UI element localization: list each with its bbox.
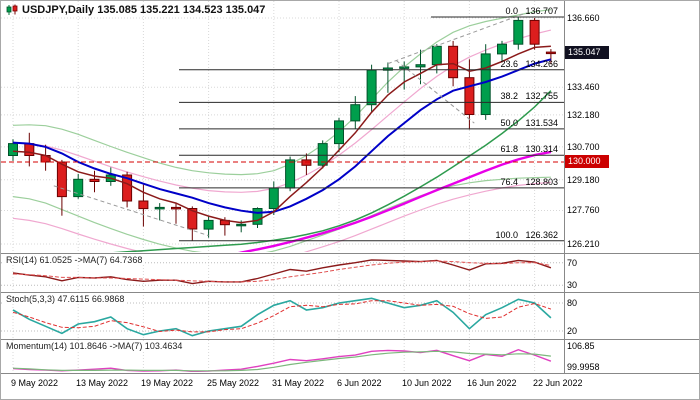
rsi-level-label: 70 [567, 258, 578, 268]
x-axis-label: 13 May 2022 [76, 378, 129, 388]
x-axis-label: 9 May 2022 [11, 378, 59, 388]
fib-level-label: 23.6 134.266 [500, 59, 558, 69]
price-axis-label: 129.180 [567, 175, 600, 185]
fib-level-label: 76.4 128.803 [500, 177, 558, 187]
ma-blue-line [12, 58, 552, 214]
x-axis-label: 31 May 2022 [272, 378, 325, 388]
momentum-scale-label: 106.85 [567, 341, 595, 351]
x-axis-label: 10 Jun 2022 [402, 378, 452, 388]
fib-level-label: 61.8 130.314 [500, 144, 558, 154]
ma-green-line [112, 90, 552, 252]
stoch-d-line [12, 300, 552, 333]
chart-title: USDJPY,Daily 135.085 135.221 134.523 135… [6, 4, 265, 16]
fib-level-label: 38.2 132.755 [500, 91, 558, 101]
x-axis-label: 19 May 2022 [141, 378, 194, 388]
band-pink-lower-line [12, 181, 551, 252]
band-pink-upper-line [12, 29, 552, 193]
stoch-level-label: 20 [567, 326, 578, 336]
price-axis-label: 133.460 [567, 82, 600, 92]
price-axis-label: 130.700 [567, 142, 600, 152]
candlestick-icon [6, 4, 18, 15]
ma-magenta-line [237, 150, 552, 252]
momentum-line [12, 348, 552, 372]
ma-darkred-line [12, 45, 551, 224]
trendline [53, 185, 209, 237]
rsi-indicator-label: RSI(14) 61.0525 ->MA(7) 64.7368 [4, 255, 145, 265]
current-price-box: 135.047 [565, 46, 609, 59]
trendline [395, 60, 475, 124]
momentum-scale-label: 99.9958 [567, 362, 600, 372]
chart-title-text: USDJPY,Daily 135.085 135.221 134.523 135… [22, 4, 266, 16]
rsi-line [12, 259, 552, 285]
price-axis-label: 126.210 [567, 239, 600, 249]
fib-level-label: 0.0 136.707 [505, 6, 558, 16]
stoch-k-line [12, 297, 552, 337]
trendline [387, 12, 527, 65]
stoch-level-label: 80 [567, 298, 578, 308]
rsi-level-label: 30 [567, 280, 578, 290]
price-axis-label: 132.180 [567, 110, 600, 120]
candles-layer [8, 17, 556, 241]
stoch-indicator-label: Stoch(5,3,3) 47.6115 66.9868 [4, 294, 127, 304]
band-green-lower-line [12, 176, 551, 252]
price-axis-label: 127.760 [567, 205, 600, 215]
x-axis-label: 16 Jun 2022 [467, 378, 517, 388]
x-axis-label: 6 Jun 2022 [337, 378, 382, 388]
price-axis-label: 136.660 [567, 13, 600, 23]
fib-level-label: 50.0 131.534 [500, 118, 558, 128]
fib-level-label: 100.0 126.362 [495, 230, 558, 240]
red-line-price-box: 130.000 [565, 155, 609, 168]
momentum-indicator-label: Momentum(14) 101.8646 ->MA(7) 103.4634 [4, 341, 185, 351]
x-axis-label: 25 May 2022 [207, 378, 260, 388]
band-green-upper-line [12, 9, 551, 176]
x-axis-label: 22 Jun 2022 [533, 378, 583, 388]
momentum-ma-line [12, 350, 551, 372]
